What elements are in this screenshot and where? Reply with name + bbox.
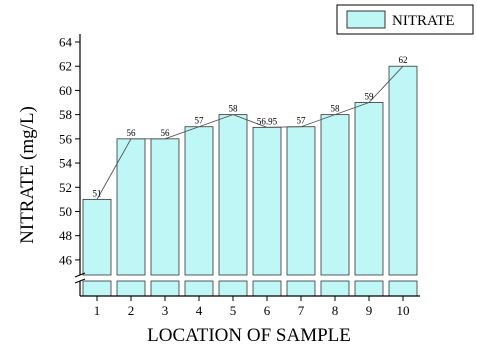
bar-8-base (320, 280, 350, 297)
y-tick-label-46: 46 (59, 252, 73, 267)
x-tick-label-10: 10 (397, 303, 410, 318)
data-label-3: 56 (161, 128, 171, 138)
y-tick-label-60: 60 (59, 83, 72, 98)
axis-break-mark-upper (74, 272, 86, 278)
x-ticks-layer: 1 2 3 4 5 6 7 8 9 10 (94, 296, 410, 318)
bar-4-base (184, 280, 214, 297)
y-tick-label-52: 52 (59, 180, 72, 195)
y-axis-title: NITRATE (mg/L) (17, 106, 38, 244)
bar-5-base (218, 280, 248, 297)
bar-1-base (82, 280, 112, 297)
x-tick-label-7: 7 (298, 303, 305, 318)
x-tick-label-3: 3 (162, 303, 169, 318)
y-ticks-layer: 46 48 50 52 54 56 58 60 62 64 (59, 35, 80, 267)
bar-10-base (388, 280, 418, 297)
bar-5 (218, 114, 248, 276)
x-tick-label-5: 5 (230, 303, 237, 318)
x-tick-label-6: 6 (264, 303, 271, 318)
data-label-6: 56.95 (257, 116, 278, 126)
bar-10 (388, 65, 418, 276)
bar-8 (320, 114, 350, 276)
y-tick-label-62: 62 (59, 59, 72, 74)
data-label-9: 59 (365, 92, 375, 102)
data-label-1: 51 (93, 188, 102, 198)
bar-9-base (354, 280, 384, 297)
data-labels-layer: 51 56 56 57 58 56.95 57 58 59 62 (93, 55, 408, 198)
y-tick-label-64: 64 (59, 35, 73, 50)
bar-2 (116, 138, 146, 276)
x-tick-label-8: 8 (332, 303, 339, 318)
bars-layer (82, 65, 418, 297)
legend-label: NITRATE (392, 13, 455, 29)
bar-3 (150, 138, 180, 276)
y-tick-label-48: 48 (59, 228, 72, 243)
x-axis-title: LOCATION OF SAMPLE (147, 325, 351, 346)
bar-2-base (116, 280, 146, 297)
data-label-10: 62 (399, 55, 408, 65)
bar-9 (354, 102, 384, 276)
data-label-7: 57 (297, 116, 307, 126)
y-tick-label-50: 50 (59, 204, 72, 219)
trend-line-layer (96, 65, 404, 200)
data-label-4: 57 (195, 116, 205, 126)
data-label-5: 58 (229, 104, 239, 114)
bar-7 (286, 126, 316, 276)
axes-layer (74, 34, 420, 297)
axis-break-mark-lower (74, 278, 86, 284)
bar-6 (252, 126, 282, 276)
trend-line (96, 65, 404, 200)
legend-swatch (346, 10, 386, 29)
y-tick-label-56: 56 (59, 131, 73, 146)
x-tick-label-2: 2 (128, 303, 135, 318)
legend: NITRATE (336, 4, 474, 35)
x-tick-label-4: 4 (196, 303, 203, 318)
bar-4 (184, 126, 214, 276)
data-label-8: 58 (331, 104, 341, 114)
bar-6-base (252, 280, 282, 297)
bar-1 (82, 198, 112, 276)
x-tick-label-9: 9 (366, 303, 373, 318)
y-tick-label-58: 58 (59, 107, 72, 122)
y-tick-label-54: 54 (59, 156, 73, 171)
bar-7-base (286, 280, 316, 297)
bar-3-base (150, 280, 180, 297)
data-label-2: 56 (127, 128, 137, 138)
x-tick-label-1: 1 (94, 303, 101, 318)
